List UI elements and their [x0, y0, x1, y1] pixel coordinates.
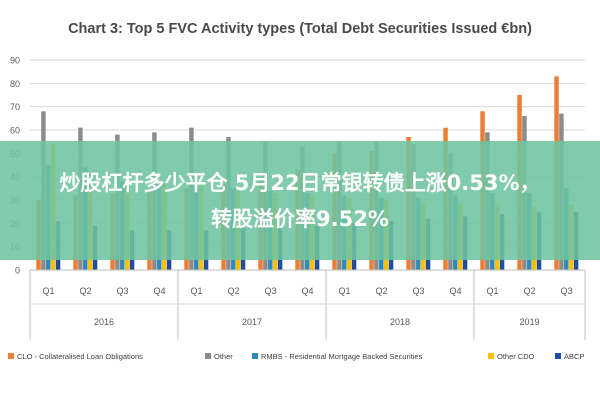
legend-label: CLO - Collateralised Loan Obligations	[17, 352, 143, 361]
y-tick-label: 70	[10, 102, 20, 112]
y-tick-label: 60	[10, 126, 20, 136]
legend-swatch	[488, 353, 494, 359]
y-tick-label: 90	[10, 56, 20, 66]
x-tick-label: Q3	[264, 286, 276, 296]
legend-label: ABCP	[564, 352, 584, 361]
y-tick-label: 0	[15, 266, 20, 276]
x-tick-label: Q3	[412, 286, 424, 296]
legend-label: RMBS - Residential Mortgage Backed Secur…	[261, 352, 423, 361]
x-tick-label: Q1	[42, 286, 54, 296]
x-tick-label: Q2	[227, 286, 239, 296]
year-label: 2016	[94, 317, 114, 327]
x-tick-label: Q1	[338, 286, 350, 296]
x-tick-label: Q4	[449, 286, 461, 296]
x-tick-label: Q3	[116, 286, 128, 296]
x-tick-label: Q2	[375, 286, 387, 296]
legend-label: Other CDO	[497, 352, 535, 361]
legend-swatch	[205, 353, 211, 359]
chart-title: Chart 3: Top 5 FVC Activity types (Total…	[68, 21, 532, 37]
year-label: 2018	[390, 317, 410, 327]
x-tick-label: Q2	[79, 286, 91, 296]
legend-swatch	[555, 353, 561, 359]
x-tick-label: Q3	[560, 286, 572, 296]
overlay-banner: 炒股杠杆多少平仓 5月22日常银转债上涨0.53%， 转股溢价率9.52%	[0, 141, 600, 260]
x-tick-label: Q1	[190, 286, 202, 296]
year-label: 2017	[242, 317, 262, 327]
x-tick-label: Q4	[153, 286, 165, 296]
x-tick-label: Q1	[486, 286, 498, 296]
legend-label: Other	[214, 352, 233, 361]
x-tick-label: Q2	[523, 286, 535, 296]
legend-swatch	[252, 353, 258, 359]
y-tick-label: 80	[10, 79, 20, 89]
banner-line-1: 炒股杠杆多少平仓 5月22日常银转债上涨0.53%，	[59, 170, 541, 195]
legend: CLO - Collateralised Loan Obligations Oth…	[8, 352, 584, 361]
year-label: 2019	[519, 317, 539, 327]
legend-swatch	[8, 353, 14, 359]
banner-line-2: 转股溢价率9.52%	[211, 206, 389, 231]
x-axis: Q1 Q2 Q3 Q4 Q1 Q2 Q3 Q4 Q1 Q2 Q3 Q4 Q1 Q2 Q3 2016 2017 20…	[29, 269, 586, 340]
x-tick-label: Q4	[301, 286, 313, 296]
